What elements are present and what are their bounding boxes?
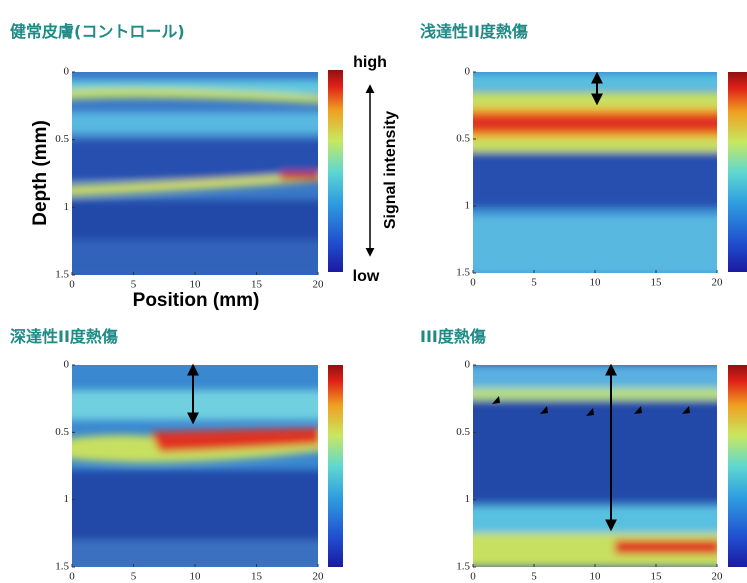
x-tick-label: 15 <box>651 277 663 289</box>
x-tick-label: 0 <box>69 571 75 583</box>
x-tick-label: 20 <box>712 277 724 289</box>
y-tick-label: 0 <box>64 66 70 78</box>
colorbar-high: high <box>353 54 387 71</box>
x-tick-label: 5 <box>531 571 537 583</box>
x-tick-label: 15 <box>651 571 663 583</box>
heatmap-image <box>60 365 330 570</box>
x-tick-label: 0 <box>470 571 476 583</box>
y-tick-label: 1 <box>465 493 471 505</box>
x-tick-label: 15 <box>251 571 263 583</box>
y-tick-label: 0 <box>64 359 70 371</box>
y-tick-label: 0 <box>465 66 471 78</box>
x-tick-label: 20 <box>313 279 325 291</box>
x-tick-label: 10 <box>590 277 602 289</box>
colorbar-low: low <box>353 268 380 285</box>
colorbar-label: Signal intensity <box>382 111 399 229</box>
colorbar <box>728 365 747 567</box>
x-axis-label: Position (mm) <box>133 290 260 311</box>
y-axis-label: Depth (mm) <box>30 120 51 226</box>
x-tick-label: 20 <box>712 571 724 583</box>
x-tick-label: 5 <box>531 277 537 289</box>
heatmap-image <box>60 72 330 280</box>
x-tick-label: 0 <box>470 277 476 289</box>
y-tick-label: 1.5 <box>456 267 470 279</box>
colorbar <box>328 70 343 272</box>
figure: 健常皮膚(コントロール) 浅達性II度熱傷 深達性II度熱傷 III度熱傷 De… <box>0 0 747 583</box>
x-tick-label: 5 <box>131 279 137 291</box>
heatmap-image <box>460 72 730 275</box>
colorbar <box>728 72 747 272</box>
y-tick-label: 0.5 <box>456 133 470 145</box>
x-tick-label: 10 <box>190 571 202 583</box>
x-tick-label: 5 <box>131 571 137 583</box>
colorbar <box>328 365 343 567</box>
y-tick-label: 1.5 <box>55 561 69 573</box>
y-tick-label: 0.5 <box>55 133 69 145</box>
y-tick-label: 1 <box>64 493 70 505</box>
panel-title: 浅達性II度熱傷 <box>420 22 528 41</box>
y-tick-label: 1.5 <box>55 269 69 281</box>
panel-title: III度熱傷 <box>420 327 486 346</box>
y-tick-label: 0.5 <box>55 426 69 438</box>
y-tick-label: 1 <box>64 201 70 213</box>
y-tick-label: 1.5 <box>456 561 470 573</box>
x-tick-label: 0 <box>69 279 75 291</box>
panel-title: 健常皮膚(コントロール) <box>10 22 185 41</box>
x-tick-label: 10 <box>590 571 602 583</box>
x-tick-label: 10 <box>190 279 202 291</box>
x-tick-label: 20 <box>313 571 325 583</box>
y-tick-label: 1 <box>465 200 471 212</box>
x-tick-label: 15 <box>251 279 263 291</box>
heatmap-image <box>460 365 730 567</box>
y-tick-label: 0 <box>465 359 471 371</box>
panel-title: 深達性II度熱傷 <box>10 327 118 346</box>
y-tick-label: 0.5 <box>456 426 470 438</box>
